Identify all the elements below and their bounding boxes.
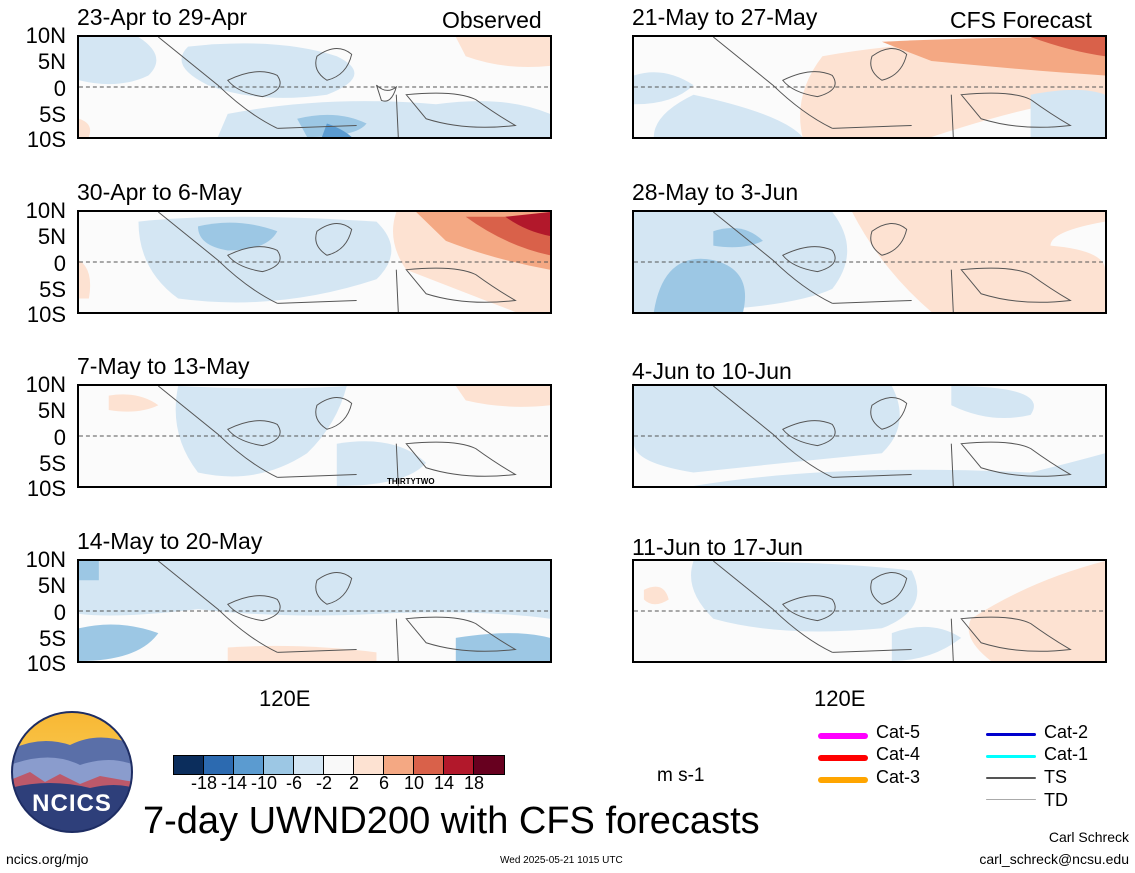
map-panel-3: THIRTYTWO <box>77 384 552 488</box>
author-name: Carl Schreck <box>1048 829 1129 845</box>
colorbar-swatch <box>234 756 264 774</box>
map-panel-5 <box>632 35 1107 139</box>
lat-label-0: 0 <box>53 251 66 276</box>
colorbar-swatch <box>414 756 444 774</box>
colorbar-tick: 2 <box>348 773 359 793</box>
legend-label-cat2: Cat-2 <box>1044 722 1089 742</box>
colorbar-tick: -18 <box>190 773 217 793</box>
panel-title-3: 7-May to 13-May <box>77 353 250 379</box>
legend-swatch-cat2 <box>986 733 1036 736</box>
colorbar-swatch <box>204 756 234 774</box>
panel-title-4: 14-May to 20-May <box>77 528 263 554</box>
lon-label-right: 120E <box>814 686 866 711</box>
lon-label-left: 120E <box>259 686 311 711</box>
lat-label-5s: 5S <box>39 102 66 127</box>
lat-label-5s: 5S <box>39 626 66 651</box>
author-email: carl_schreck@ncsu.edu <box>979 851 1129 867</box>
lat-label-10n: 10N <box>25 198 66 223</box>
source-url: ncics.org/mjo <box>6 851 89 867</box>
storm-track-label: THIRTYTWO <box>387 477 435 486</box>
lat-label-10n: 10N <box>25 23 66 48</box>
lat-label-5s: 5S <box>39 277 66 302</box>
legend-swatch-cat1 <box>986 755 1036 758</box>
lat-label-5n: 5N <box>37 224 66 249</box>
lat-label-5n: 5N <box>37 49 66 74</box>
panel-title-1: 23-Apr to 29-Apr <box>77 4 248 30</box>
panel-title-8: 11-Jun to 17-Jun <box>632 534 803 560</box>
legend-swatch-cat4 <box>818 755 868 761</box>
panel-title-5: 21-May to 27-May <box>632 4 818 30</box>
lat-label-10s: 10S <box>26 302 66 327</box>
colorbar-tick: 14 <box>433 773 455 793</box>
lat-label-10s: 10S <box>26 651 66 676</box>
cfs-forecast-label: CFS Forecast <box>950 7 1092 33</box>
colorbar-swatch <box>324 756 354 774</box>
lat-label-0: 0 <box>53 76 66 101</box>
colorbar-tick: -14 <box>220 773 247 793</box>
map-panel-4 <box>77 559 552 663</box>
lat-label-10n: 10N <box>25 547 66 572</box>
colorbar-tick: 18 <box>463 773 485 793</box>
map-panel-7 <box>632 384 1107 488</box>
colorbar-swatch <box>264 756 294 774</box>
logo-text: NCICS <box>32 790 112 817</box>
legend-label-td: TD <box>1044 790 1068 810</box>
colorbar-tick: -2 <box>315 773 332 793</box>
lat-label-5s: 5S <box>39 451 66 476</box>
colorbar-swatch <box>474 756 504 774</box>
colorbar-swatch <box>174 756 204 774</box>
colorbar-units: m s-1 <box>657 765 705 786</box>
map-panel-8 <box>632 559 1107 663</box>
colorbar-swatch <box>384 756 414 774</box>
legend-swatch-cat5 <box>818 733 868 739</box>
ncics-logo: NCICS <box>10 710 134 834</box>
lat-label-10s: 10S <box>26 127 66 152</box>
timestamp: Wed 2025-05-21 1015 UTC <box>500 855 623 866</box>
panel-title-6: 28-May to 3-Jun <box>632 179 799 205</box>
legend-swatch-cat3 <box>818 777 868 783</box>
legend-swatch-ts <box>986 777 1036 779</box>
colorbar-tick: -6 <box>285 773 302 793</box>
lat-label-10s: 10S <box>26 476 66 501</box>
legend-label-cat5: Cat-5 <box>876 722 921 742</box>
lat-label-5n: 5N <box>37 398 66 423</box>
legend-label-cat3: Cat-3 <box>876 767 921 787</box>
panel-title-2: 30-Apr to 6-May <box>77 179 242 205</box>
map-panel-1 <box>77 35 552 139</box>
colorbar-tick: 6 <box>378 773 389 793</box>
lat-label-10n: 10N <box>25 372 66 397</box>
legend-label-cat4: Cat-4 <box>876 744 921 764</box>
lat-label-0: 0 <box>53 600 66 625</box>
colorbar-swatch <box>444 756 474 774</box>
colorbar <box>173 755 505 775</box>
legend-swatch-td <box>986 799 1036 800</box>
main-title: 7-day UWND200 with CFS forecasts <box>143 800 760 842</box>
legend-label-ts: TS <box>1044 767 1068 787</box>
map-panel-6 <box>632 210 1107 314</box>
colorbar-tick: 10 <box>403 773 425 793</box>
panel-title-7: 4-Jun to 10-Jun <box>632 358 792 384</box>
legend-label-cat1: Cat-1 <box>1044 744 1089 764</box>
lat-label-0: 0 <box>53 425 66 450</box>
colorbar-swatch <box>294 756 324 774</box>
lat-label-5n: 5N <box>37 573 66 598</box>
colorbar-tick: -10 <box>250 773 277 793</box>
observed-label: Observed <box>442 7 542 33</box>
map-panel-2 <box>77 210 552 314</box>
colorbar-swatch <box>354 756 384 774</box>
